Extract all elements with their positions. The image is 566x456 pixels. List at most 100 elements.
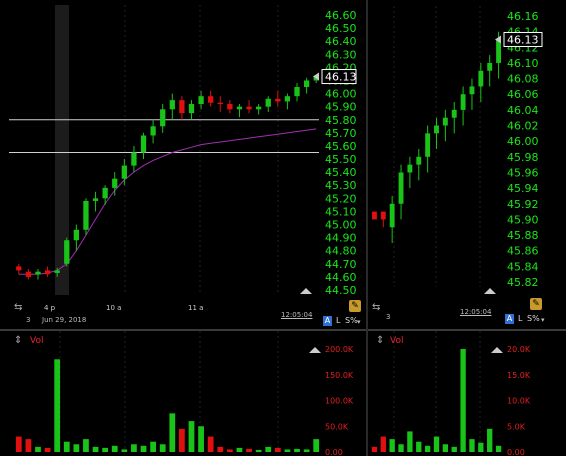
candle: [140, 135, 147, 153]
candle: [44, 270, 51, 275]
percent-scale-button[interactable]: S%: [527, 314, 540, 323]
candle: [416, 156, 422, 165]
resize-handle-icon[interactable]: ⇕: [14, 335, 23, 346]
pane-divider-right[interactable]: [368, 329, 566, 331]
candle: [160, 109, 166, 127]
volume-chart-left[interactable]: 200.0K 150.0K 100.0K 50.0K 0.00 ⇕ Vol: [0, 331, 366, 456]
link-icon[interactable]: ⇆: [14, 302, 23, 313]
volume-axis-label: 50.0K: [325, 422, 349, 431]
volume-chart-right[interactable]: 20.0K 15.0K 10.0K 5.0K 0.00 ⇕ Vol: [368, 331, 566, 456]
volume-bar: [226, 449, 233, 452]
candle: [64, 240, 70, 264]
candle: [35, 271, 41, 275]
volume-bar: [398, 444, 404, 452]
volume-bar: [188, 421, 195, 452]
volume-bar: [121, 449, 128, 452]
pencil-icon[interactable]: ✎: [530, 298, 542, 310]
price-axis-label: 45.92: [507, 198, 539, 211]
volume-bar: [246, 448, 252, 452]
price-axis-label: 44.60: [325, 271, 357, 284]
price-axis-label: 46.60: [325, 9, 357, 22]
resize-handle-icon[interactable]: ⇕: [376, 335, 385, 346]
volume-bar: [294, 448, 300, 452]
pane-divider-left[interactable]: [0, 329, 366, 331]
link-icon[interactable]: ⇆: [372, 302, 381, 313]
auto-scale-button[interactable]: A: [505, 314, 514, 324]
price-axis-label: 46.50: [325, 22, 357, 35]
candle: [451, 109, 457, 118]
interval-count: 3: [26, 316, 31, 324]
volume-bar: [433, 436, 440, 452]
volume-bar: [44, 447, 51, 452]
pencil-icon[interactable]: ✎: [349, 300, 361, 312]
candle: [92, 198, 99, 201]
volume-bar: [111, 445, 118, 452]
candle: [371, 211, 377, 220]
price-axis-label: 45.70: [325, 127, 357, 140]
candle: [460, 94, 466, 110]
log-scale-button[interactable]: L: [518, 314, 523, 323]
candle: [73, 229, 79, 241]
volume-bar: [478, 442, 484, 452]
volume-axis-label: 100.0K: [325, 397, 354, 406]
volume-bar: [131, 444, 137, 452]
volume-bar: [371, 446, 378, 452]
auto-scale-button[interactable]: A: [323, 316, 332, 326]
percent-scale-button[interactable]: S%: [345, 316, 358, 325]
volume-axis-label: 10.0K: [507, 397, 531, 406]
interval-count: 3: [386, 313, 391, 321]
price-axis-label: 46.10: [507, 57, 539, 70]
price-chart-left[interactable]: 46.6046.5046.4046.3046.2046.1046.0045.90…: [0, 0, 366, 330]
price-axis-label: 45.10: [325, 205, 357, 218]
time-axis-label: 10 a: [106, 304, 121, 312]
scale-dropdown-icon[interactable]: ▾: [541, 316, 545, 324]
volume-bar: [495, 445, 502, 452]
volume-title: Vol: [390, 336, 404, 346]
last-price-pointer: [495, 35, 501, 44]
price-axis-label: 45.94: [507, 182, 539, 195]
price-axis-label: 45.40: [325, 166, 357, 179]
volume-bar: [303, 449, 310, 452]
volume-bar: [179, 428, 185, 452]
volume-title: Vol: [30, 336, 44, 346]
price-axis-label: 45.00: [325, 219, 357, 232]
volume-bar: [442, 444, 449, 452]
candle: [102, 187, 108, 199]
price-axis-label: 46.00: [507, 135, 539, 148]
price-axis-label: 46.30: [325, 48, 357, 61]
last-price-box: [503, 31, 543, 47]
candle: [208, 96, 214, 103]
price-chart-right[interactable]: 46.1646.1446.1246.1046.0846.0646.0446.02…: [368, 0, 566, 330]
candle: [188, 104, 195, 114]
pane-divider[interactable]: [366, 0, 368, 456]
volume-bar: [255, 449, 262, 452]
price-axis-label: 46.16: [507, 10, 539, 23]
price-axis-label: 44.50: [325, 284, 357, 297]
volume-bar: [487, 428, 493, 452]
volume-axis-label: 5.0K: [507, 422, 526, 431]
volume-axis-label: 200.0K: [325, 345, 354, 354]
log-scale-button[interactable]: L: [336, 316, 341, 325]
candle: [407, 164, 413, 173]
candle: [469, 86, 475, 95]
candle: [169, 100, 175, 110]
candle: [442, 117, 448, 126]
price-axis-label: 46.00: [325, 88, 357, 101]
price-axis-label: 45.50: [325, 153, 357, 166]
candle: [425, 133, 431, 157]
last-price-label: 46.13: [507, 33, 539, 46]
price-axis-label: 46.40: [325, 35, 357, 48]
volume-bar: [150, 441, 156, 452]
last-price-label: 46.13: [325, 71, 357, 84]
candle: [256, 106, 262, 110]
candle: [131, 152, 137, 166]
volume-bar: [236, 447, 243, 452]
price-axis-label: 45.80: [325, 114, 357, 127]
price-axis-label: 45.82: [507, 276, 539, 289]
scroll-arrow: [491, 347, 503, 353]
candle: [265, 98, 271, 107]
scale-dropdown-icon[interactable]: ▾: [357, 318, 361, 326]
price-axis-label: 44.90: [325, 232, 357, 245]
volume-bar: [274, 447, 281, 452]
volume-bar: [92, 446, 99, 452]
